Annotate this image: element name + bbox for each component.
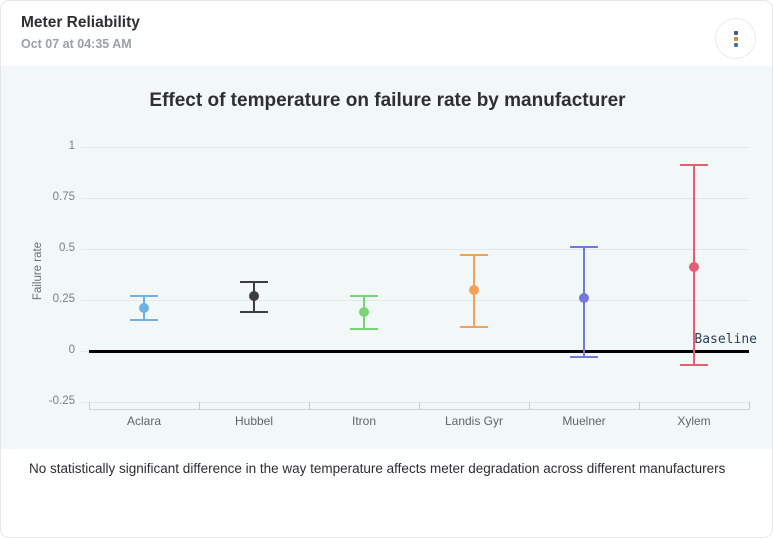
baseline-zero-line — [89, 349, 749, 353]
baseline-label: Baseline — [694, 332, 757, 347]
error-bar-cap-top — [460, 254, 488, 257]
data-point[interactable] — [469, 284, 479, 295]
x-axis-tick — [748, 402, 750, 410]
error-bar-cap-bottom — [240, 311, 268, 314]
error-bar-cap-bottom — [460, 325, 488, 328]
chart-insight-note: No statistically significant difference … — [29, 461, 726, 476]
gridline — [81, 299, 749, 301]
error-bar-cap-top — [350, 294, 378, 297]
card-title: Meter Reliability — [21, 14, 140, 31]
x-axis-tick — [418, 402, 420, 410]
error-bar-cap-bottom — [130, 319, 158, 322]
x-category-label: Xylem — [677, 414, 711, 428]
data-point[interactable] — [689, 262, 699, 273]
chart-panel: Effect of temperature on failure rate by… — [1, 66, 772, 449]
card-footer: No statistically significant difference … — [1, 449, 772, 537]
y-tick-label: 1 — [68, 140, 75, 152]
x-axis-tick — [88, 402, 90, 410]
x-category-label: Aclara — [126, 414, 161, 428]
x-axis-tick — [198, 402, 200, 410]
x-category-label: Hubbel — [234, 414, 274, 428]
x-axis-tick — [638, 402, 640, 410]
card-menu-button[interactable] — [715, 18, 756, 59]
gridline — [81, 197, 749, 199]
x-axis-tick — [308, 402, 310, 410]
y-tick-label: 0.75 — [52, 191, 75, 203]
y-tick-label: 0 — [68, 344, 75, 356]
x-axis-tick — [528, 402, 530, 410]
chart-title: Effect of temperature on failure rate by… — [149, 90, 626, 111]
error-bar-cap-top — [680, 164, 708, 167]
error-bar-cap-bottom — [350, 327, 378, 330]
error-bar-cap-bottom — [570, 356, 598, 359]
kebab-menu-icon — [733, 30, 738, 47]
error-bar-cap-top — [570, 245, 598, 248]
gridline — [81, 401, 749, 403]
y-tick-label: 0.5 — [59, 242, 75, 254]
data-point[interactable] — [579, 292, 589, 303]
gridline — [81, 146, 749, 148]
gridline — [81, 248, 749, 250]
error-bar-cap-top — [130, 294, 158, 297]
error-bar-cap-bottom — [680, 364, 708, 367]
x-category-label: Muelner — [562, 414, 606, 428]
y-tick-label: 0.25 — [52, 293, 75, 305]
data-point[interactable] — [359, 307, 369, 318]
card-header: Meter Reliability Oct 07 at 04:35 AM — [1, 1, 772, 66]
y-tick-label: -0.25 — [48, 395, 75, 407]
x-category-label: Landis Gyr — [444, 414, 504, 428]
data-point[interactable] — [139, 303, 149, 314]
card-timestamp: Oct 07 at 04:35 AM — [21, 37, 132, 51]
x-category-label: Itron — [351, 414, 376, 428]
error-bar-cap-top — [240, 280, 268, 283]
data-point[interactable] — [249, 290, 259, 301]
